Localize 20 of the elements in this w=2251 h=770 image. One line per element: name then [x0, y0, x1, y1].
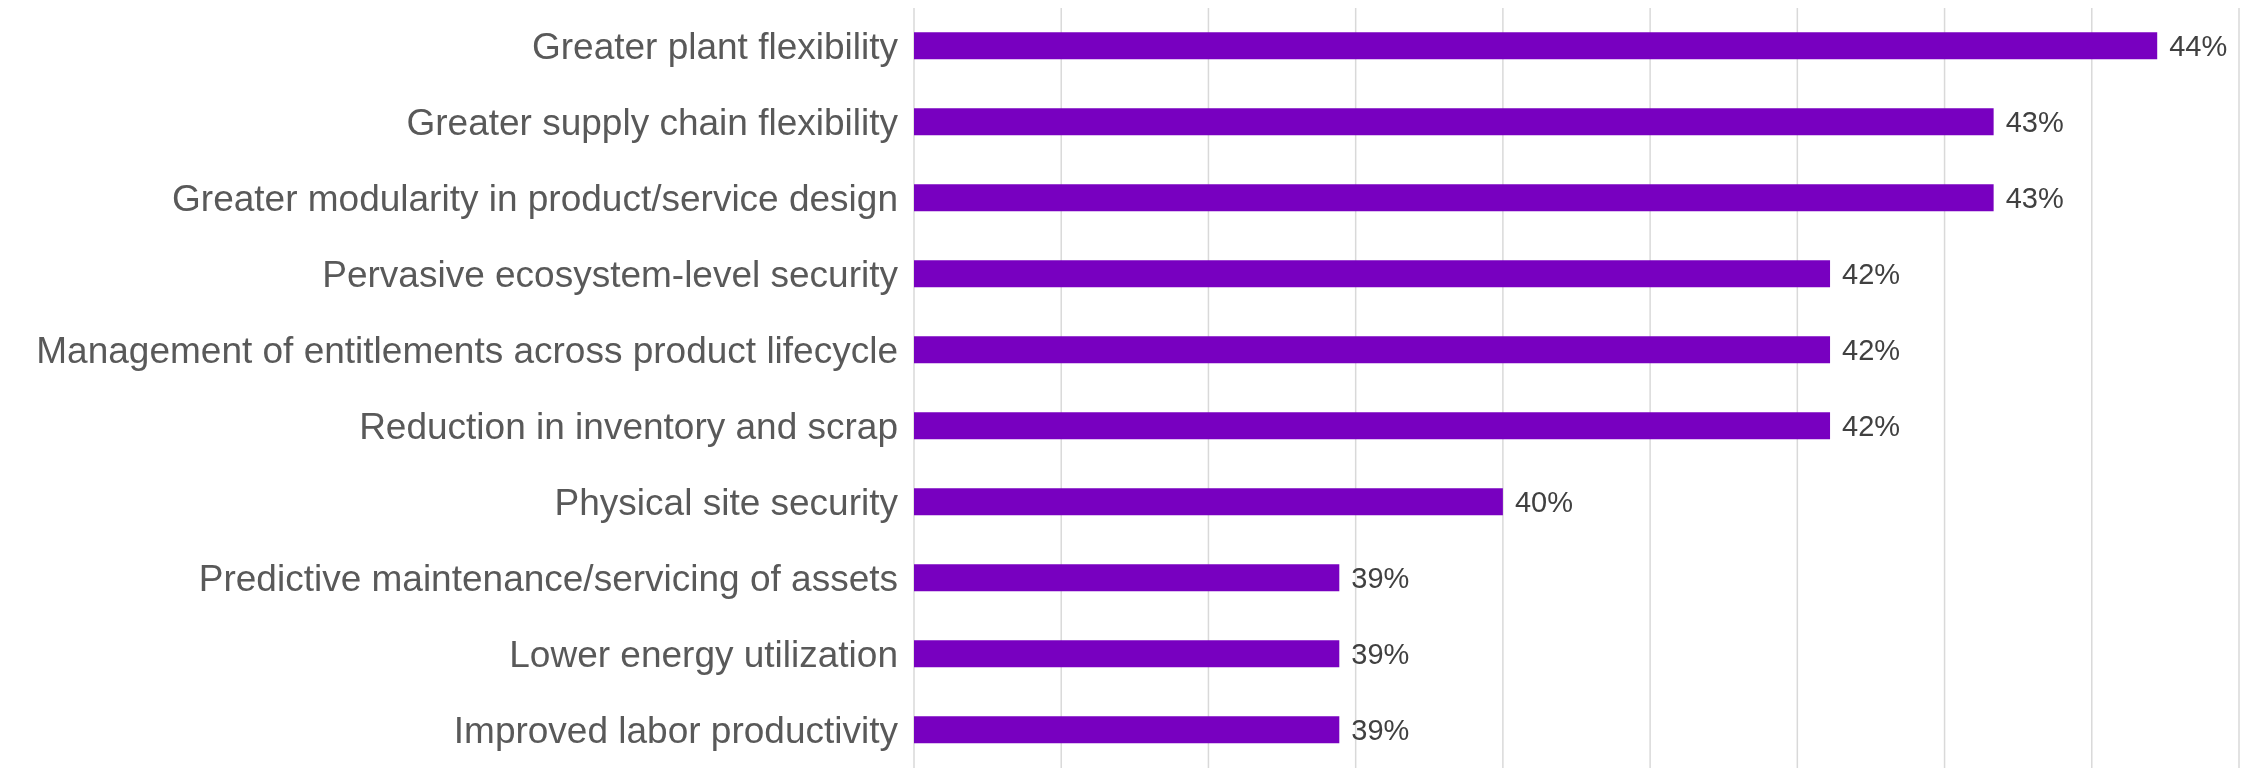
- y-tick-label: Greater supply chain flexibility: [406, 102, 899, 144]
- data-label: 42%: [1842, 333, 1901, 366]
- data-label: 40%: [1514, 485, 1573, 518]
- y-tick-label: Reduction in inventory and scrap: [359, 406, 898, 448]
- data-label: 42%: [1842, 257, 1901, 290]
- data-label: 42%: [1842, 409, 1901, 442]
- data-label: 39%: [1351, 561, 1410, 594]
- data-label: 43%: [2005, 181, 2064, 214]
- data-label: 39%: [1351, 637, 1410, 670]
- y-tick-label: Greater plant flexibility: [531, 26, 899, 68]
- y-tick-label: Pervasive ecosystem-level security: [322, 254, 899, 296]
- y-tick-label: Physical site security: [554, 482, 899, 524]
- y-tick-label: Lower energy utilization: [509, 634, 898, 676]
- y-tick-label: Predictive maintenance/servicing of assets: [198, 558, 898, 600]
- data-label: 43%: [2005, 105, 2064, 138]
- data-label: 44%: [2169, 29, 2228, 62]
- y-tick-label: Improved labor productivity: [453, 710, 899, 752]
- data-label: 39%: [1351, 713, 1410, 746]
- y-tick-label: Greater modularity in product/service design: [172, 178, 898, 220]
- y-tick-label: Management of entitlements across product lifecycle: [36, 330, 898, 372]
